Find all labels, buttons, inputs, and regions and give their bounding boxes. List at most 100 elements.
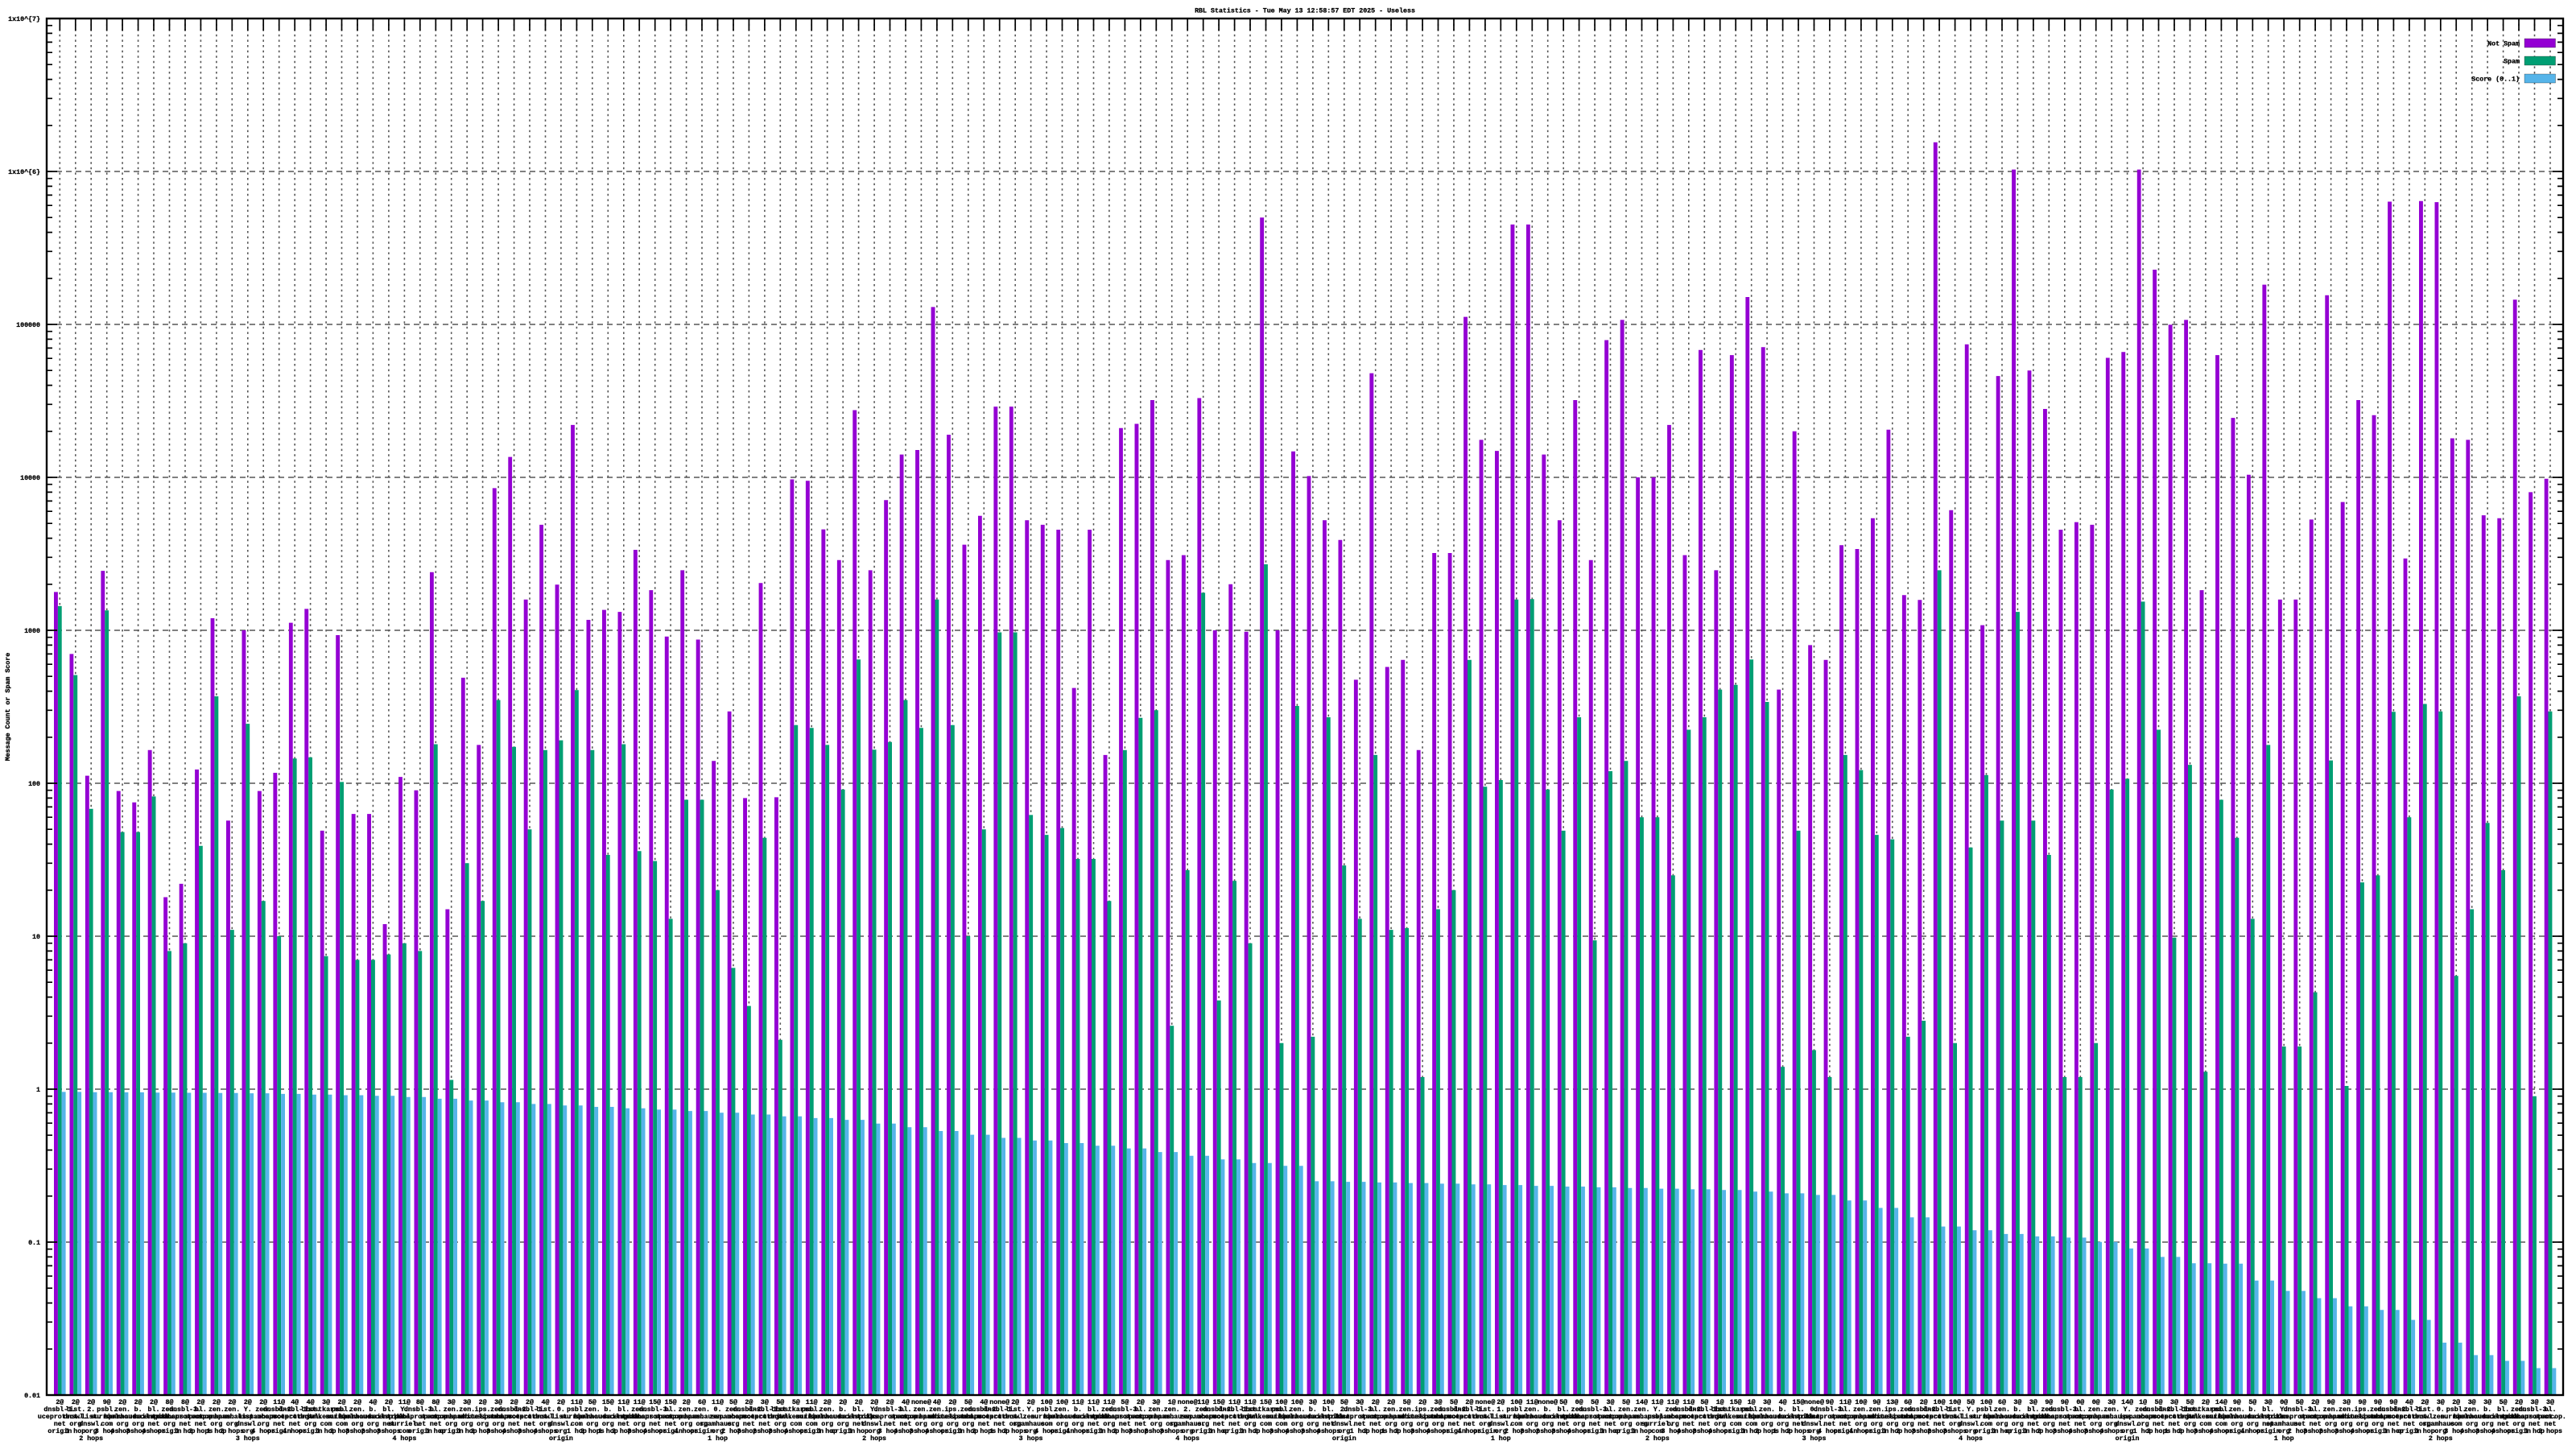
svg-text:origin: origin <box>1833 1427 1857 1435</box>
svg-text:1 hop: 1 hop <box>708 1435 728 1443</box>
svg-text:zen.: zen. <box>114 1406 130 1414</box>
svg-text:net: net <box>743 1421 755 1428</box>
svg-text:net: net <box>382 1421 394 1428</box>
svg-text:zen.: zen. <box>1618 1406 1634 1414</box>
svg-text:dnsbl-2.: dnsbl-2. <box>1203 1406 1235 1414</box>
svg-text:2@: 2@ <box>228 1398 236 1406</box>
svg-text:net: net <box>1369 1421 1381 1428</box>
svg-text:org: org <box>2419 1421 2431 1428</box>
svg-text:1 hop: 1 hop <box>206 1427 226 1435</box>
svg-text:dnsbl-3.: dnsbl-3. <box>1579 1406 1611 1414</box>
svg-text:uceprotect.: uceprotect. <box>2372 1414 2416 1421</box>
svg-text:dnsbl-3.: dnsbl-3. <box>1108 1406 1141 1414</box>
svg-text:zen.: zen. <box>1195 1406 1212 1414</box>
svg-text:b.: b. <box>369 1406 377 1414</box>
svg-text:4 hops: 4 hops <box>2460 1427 2484 1435</box>
svg-text:dnsbl-2.: dnsbl-2. <box>263 1406 295 1414</box>
svg-text:dnsbl-3.: dnsbl-3. <box>874 1406 906 1414</box>
svg-text:uceprotect.: uceprotect. <box>1338 1414 1382 1421</box>
svg-text:surriel.: surriel. <box>795 1413 828 1421</box>
svg-text:10000: 10000 <box>20 475 40 482</box>
svg-text:dnswl.: dnswl. <box>1802 1420 1827 1428</box>
svg-text:origin: origin <box>1724 1427 1748 1435</box>
svg-text:1 hop: 1 hop <box>1241 1427 1261 1435</box>
svg-text:net: net <box>884 1421 896 1428</box>
svg-text:zen.: zen. <box>459 1406 475 1414</box>
svg-text:5@: 5@ <box>2248 1398 2256 1406</box>
svg-text:2 hops: 2 hops <box>1505 1427 1529 1435</box>
svg-text:dnsbl-2.: dnsbl-2. <box>733 1406 765 1414</box>
svg-text:zen.: zen. <box>1665 1406 1681 1414</box>
svg-text:net: net <box>1119 1421 1131 1428</box>
svg-text:dnsbl-3.: dnsbl-3. <box>169 1406 201 1414</box>
svg-text:org: org <box>2012 1421 2024 1428</box>
svg-text:11@: 11@ <box>634 1398 646 1406</box>
svg-text:2@: 2@ <box>118 1398 126 1406</box>
svg-text:org: org <box>210 1421 222 1428</box>
svg-text:org: org <box>163 1421 175 1428</box>
svg-text:3 hops: 3 hops <box>1129 1427 1153 1435</box>
svg-text:11@: 11@ <box>1667 1398 1679 1406</box>
svg-text:2 hops: 2 hops <box>1927 1427 1951 1435</box>
svg-text:list.: list. <box>2180 1406 2200 1414</box>
svg-text:org: org <box>1667 1421 1679 1428</box>
svg-text:10@: 10@ <box>1056 1398 1068 1406</box>
svg-text:org: org <box>226 1421 238 1428</box>
svg-text:zen.: zen. <box>960 1406 976 1414</box>
svg-text:barracudacentral.: barracudacentral. <box>1513 1413 1582 1421</box>
svg-text:2 hops: 2 hops <box>2429 1435 2453 1443</box>
svg-text:zen.: zen. <box>2276 1414 2292 1421</box>
svg-text:zen.: zen. <box>2041 1406 2057 1414</box>
svg-text:zen.: zen. <box>1383 1406 1399 1414</box>
svg-text:bl.: bl. <box>1793 1406 1805 1414</box>
svg-text:org: org <box>1886 1421 1898 1428</box>
svg-text:dnsbl-3.: dnsbl-3. <box>2049 1406 2081 1414</box>
svg-text:zen.: zen. <box>1430 1406 1447 1414</box>
svg-text:org: org <box>2513 1421 2525 1428</box>
svg-text:zen.: zen. <box>224 1406 240 1414</box>
svg-text:3 hops: 3 hops <box>377 1427 401 1435</box>
svg-text:2@: 2@ <box>479 1398 487 1406</box>
svg-text:bl.: bl. <box>2074 1406 2087 1414</box>
svg-text:1x10^{6}: 1x10^{6} <box>8 168 40 176</box>
svg-text:15@: 15@ <box>602 1398 614 1406</box>
svg-text:net: net <box>2293 1421 2306 1428</box>
svg-text:origin: origin <box>2366 1427 2390 1435</box>
svg-text:origin: origin <box>440 1427 464 1435</box>
svg-text:b.: b. <box>839 1406 847 1414</box>
svg-text:org: org <box>962 1421 974 1428</box>
svg-text:hostkarma.: hostkarma. <box>2186 1406 2226 1414</box>
svg-text:zen.: zen. <box>1164 1406 1180 1414</box>
svg-text:3@: 3@ <box>2437 1398 2445 1406</box>
svg-text:14@: 14@ <box>1636 1398 1648 1406</box>
svg-text:dnswl.: dnswl. <box>2178 1413 2202 1421</box>
svg-text:surriel.: surriel. <box>1641 1420 1674 1428</box>
svg-text:net: net <box>1134 1421 1146 1428</box>
svg-text:zen.: zen. <box>1148 1406 1164 1414</box>
svg-text:dnsbl-2.: dnsbl-2. <box>2143 1406 2175 1414</box>
svg-text:junkemail.: junkemail. <box>1715 1413 1756 1421</box>
svg-text:uceprotect.: uceprotect. <box>508 1414 552 1421</box>
svg-text:3 hops: 3 hops <box>1301 1427 1325 1435</box>
svg-text:2@: 2@ <box>134 1398 142 1406</box>
svg-text:6@: 6@ <box>1998 1398 2006 1406</box>
svg-text:spamhaus.: spamhaus. <box>1013 1420 1049 1428</box>
svg-text:zen.: zen. <box>2088 1406 2104 1414</box>
svg-text:org: org <box>602 1421 614 1428</box>
svg-text:Not Spam: Not Spam <box>2487 41 2520 48</box>
svg-text:net: net <box>2262 1421 2274 1428</box>
svg-text:ips.: ips. <box>944 1406 960 1414</box>
svg-text:net: net <box>2169 1421 2181 1428</box>
svg-text:zen.: zen. <box>444 1406 460 1414</box>
svg-text:org: org <box>634 1421 646 1428</box>
svg-text:net: net <box>649 1421 661 1428</box>
svg-text:net: net <box>978 1421 990 1428</box>
svg-text:origin: origin <box>2005 1427 2029 1435</box>
svg-text:barracudacentral.: barracudacentral. <box>2219 1413 2287 1421</box>
svg-text:zen.: zen. <box>1289 1406 1305 1414</box>
svg-text:org: org <box>1542 1421 1554 1428</box>
svg-text:bl.: bl. <box>852 1406 865 1414</box>
svg-text:1 hop: 1 hop <box>598 1427 618 1435</box>
svg-text:3 hops: 3 hops <box>236 1435 260 1443</box>
svg-text:1: 1 <box>36 1087 40 1094</box>
